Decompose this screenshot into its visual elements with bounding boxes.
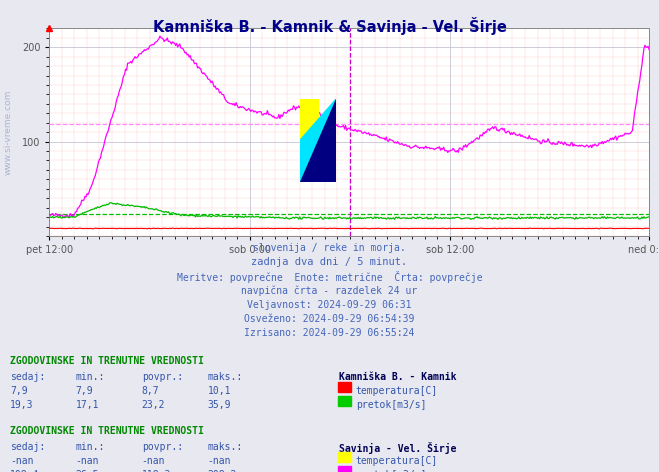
Text: Veljavnost: 2024-09-29 06:31: Veljavnost: 2024-09-29 06:31 [247,300,412,310]
Text: -nan: -nan [142,456,165,466]
Text: povpr.:: povpr.: [142,442,183,452]
Text: Kamniška B. - Kamnik: Kamniška B. - Kamnik [339,372,457,382]
Polygon shape [300,99,336,182]
Text: -nan: -nan [10,456,34,466]
Text: ZGODOVINSKE IN TRENUTNE VREDNOSTI: ZGODOVINSKE IN TRENUTNE VREDNOSTI [10,356,204,366]
Text: min.:: min.: [76,442,105,452]
Text: sedaj:: sedaj: [10,442,45,452]
Text: Meritve: povprečne  Enote: metrične  Črta: povprečje: Meritve: povprečne Enote: metrične Črta:… [177,271,482,283]
Text: povpr.:: povpr.: [142,372,183,382]
Text: Osveženo: 2024-09-29 06:54:39: Osveženo: 2024-09-29 06:54:39 [244,314,415,324]
Text: -nan: -nan [76,456,100,466]
Text: 7,9: 7,9 [76,386,94,396]
Text: 10,1: 10,1 [208,386,231,396]
Text: sedaj:: sedaj: [10,372,45,382]
Text: Savinja - Vel. Širje: Savinja - Vel. Širje [339,442,457,454]
Text: 108,4: 108,4 [10,470,40,472]
Bar [300,99,318,141]
Text: 23,2: 23,2 [142,400,165,410]
Text: 26,5: 26,5 [76,470,100,472]
Polygon shape [300,99,336,182]
Text: Kamniška B. - Kamnik & Savinja - Vel. Širje: Kamniška B. - Kamnik & Savinja - Vel. Ši… [153,17,506,34]
Text: ZGODOVINSKE IN TRENUTNE VREDNOSTI: ZGODOVINSKE IN TRENUTNE VREDNOSTI [10,426,204,436]
Text: 19,3: 19,3 [10,400,34,410]
Text: 35,9: 35,9 [208,400,231,410]
Text: navpična črta - razdelek 24 ur: navpična črta - razdelek 24 ur [241,286,418,296]
Text: pretok[m3/s]: pretok[m3/s] [356,470,426,472]
Text: www.si-vreme.com: www.si-vreme.com [3,90,13,175]
Text: -nan: -nan [208,456,231,466]
Text: slovenija / reke in morja.: slovenija / reke in morja. [253,243,406,253]
Text: temperatura[C]: temperatura[C] [356,456,438,466]
Text: temperatura[C]: temperatura[C] [356,386,438,396]
Text: pretok[m3/s]: pretok[m3/s] [356,400,426,410]
Text: 8,7: 8,7 [142,386,159,396]
Text: Izrisano: 2024-09-29 06:55:24: Izrisano: 2024-09-29 06:55:24 [244,328,415,338]
Text: 118,3: 118,3 [142,470,171,472]
Text: 208,2: 208,2 [208,470,237,472]
Text: min.:: min.: [76,372,105,382]
Text: 17,1: 17,1 [76,400,100,410]
Text: 7,9: 7,9 [10,386,28,396]
Text: maks.:: maks.: [208,372,243,382]
Text: zadnja dva dni / 5 minut.: zadnja dva dni / 5 minut. [251,257,408,267]
Text: maks.:: maks.: [208,442,243,452]
